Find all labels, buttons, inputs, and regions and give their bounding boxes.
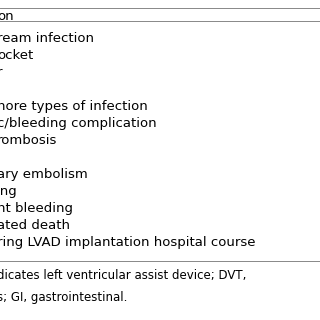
- Text: rombosis: rombosis: [0, 134, 57, 147]
- Text: ring LVAD implantation hospital course: ring LVAD implantation hospital course: [0, 236, 255, 249]
- Text: nt bleeding: nt bleeding: [0, 202, 73, 215]
- Text: s; GI, gastrointestinal.: s; GI, gastrointestinal.: [0, 291, 127, 304]
- Text: ocket: ocket: [0, 49, 33, 62]
- Text: c/bleeding complication: c/bleeding complication: [0, 117, 156, 130]
- Text: ated death: ated death: [0, 219, 70, 232]
- Text: dicates left ventricular assist device; DVT,: dicates left ventricular assist device; …: [0, 269, 246, 282]
- Text: r: r: [0, 66, 2, 79]
- Text: ream infection: ream infection: [0, 32, 94, 45]
- Text: on: on: [0, 10, 13, 23]
- Text: nore types of infection: nore types of infection: [0, 100, 148, 113]
- Text: ing: ing: [0, 185, 18, 198]
- Text: ary embolism: ary embolism: [0, 168, 88, 181]
